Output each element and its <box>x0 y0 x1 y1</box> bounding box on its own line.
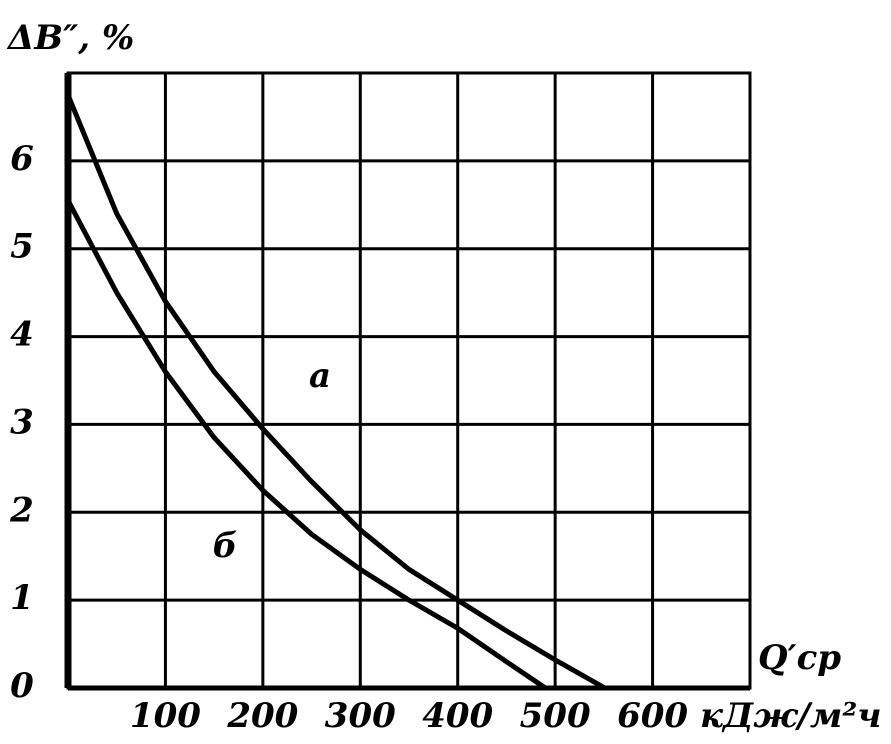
data-line <box>65 199 547 691</box>
y-tick-label: 4 <box>10 315 34 355</box>
y-tick-label: 5 <box>10 227 34 267</box>
x-tick-label: 400 <box>422 696 493 736</box>
x-axis-label: Q′ср <box>758 638 841 678</box>
curve-label: б <box>213 526 238 566</box>
x-tick-label: 200 <box>226 696 298 736</box>
data-line <box>65 94 607 691</box>
x-tick-label: 500 <box>520 696 591 736</box>
y-tick-label: 1 <box>10 578 34 618</box>
y-axis-label: ΔB″, % <box>6 18 134 58</box>
x-tick-label: 100 <box>130 696 201 736</box>
x-tick-label: 300 <box>325 696 396 736</box>
x-axis-unit: кДж/м²ч <box>700 696 882 736</box>
x-tick-label: 600 <box>617 696 688 736</box>
y-tick-label: 3 <box>10 402 34 442</box>
y-tick-label: 0 <box>10 666 34 706</box>
y-tick-label: 2 <box>9 490 34 530</box>
curve-label: а <box>309 356 331 396</box>
y-tick-label: 6 <box>10 139 34 179</box>
